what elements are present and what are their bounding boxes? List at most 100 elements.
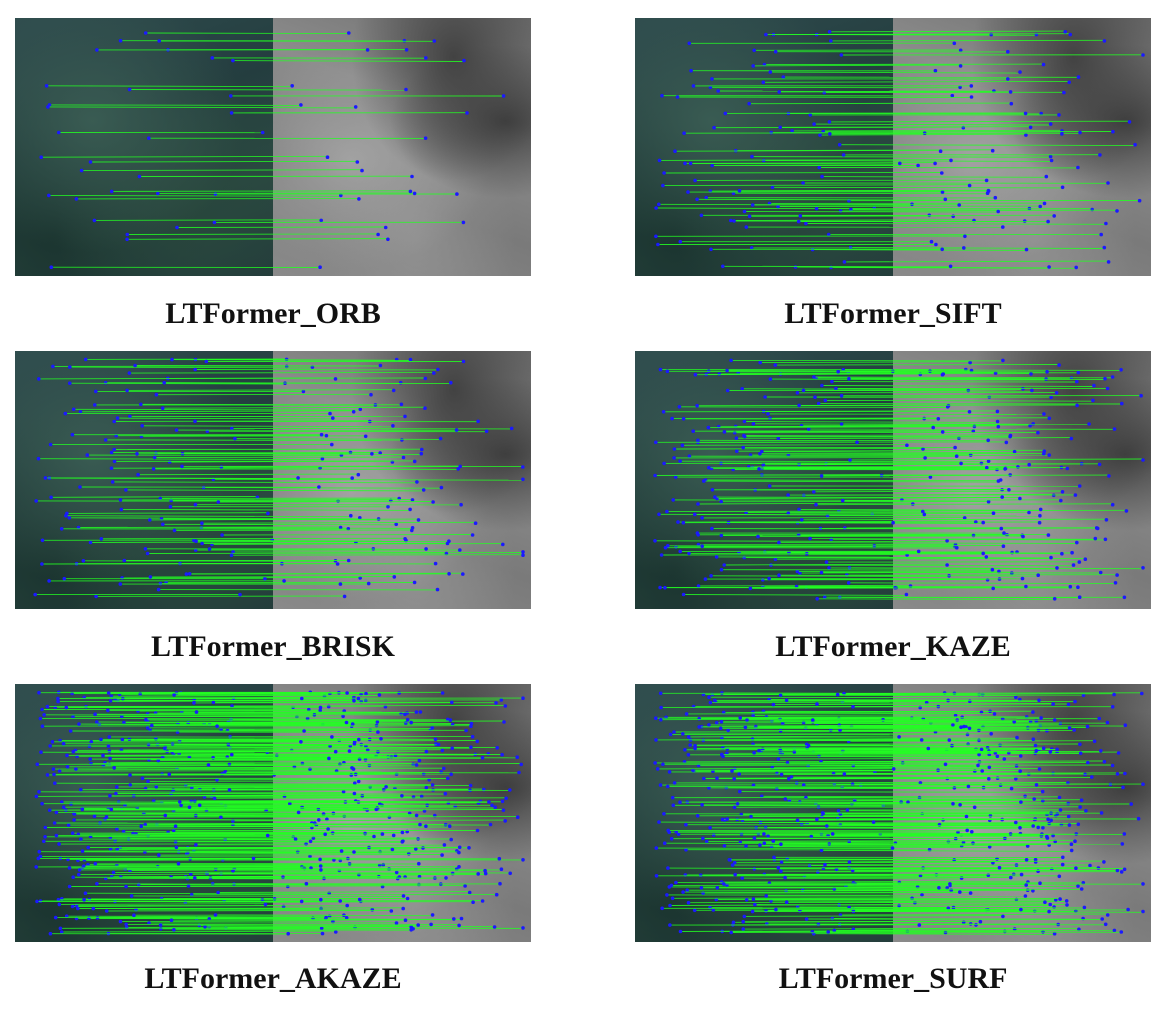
keypoint [1038, 507, 1043, 512]
keypoint [356, 779, 361, 784]
keypoint [92, 814, 97, 818]
keypoint [508, 788, 512, 792]
match-line [231, 427, 512, 430]
keypoint [145, 551, 150, 556]
keypoint [660, 93, 664, 98]
keypoint [442, 843, 447, 847]
keypoint [352, 695, 356, 700]
keypoint [683, 161, 687, 166]
keypoint [148, 518, 152, 522]
keypoint [179, 803, 183, 808]
keypoint [515, 755, 519, 759]
match-line [690, 162, 900, 165]
match-line [674, 448, 924, 450]
match-line [753, 714, 956, 716]
keypoint [986, 499, 991, 504]
keypoint [1115, 573, 1119, 577]
keypoint [470, 734, 475, 739]
match-line [711, 575, 950, 578]
keypoint [341, 714, 345, 719]
keypoint [1111, 129, 1115, 134]
keypoint [461, 359, 466, 364]
keypoint [65, 753, 69, 758]
keypoint [344, 916, 349, 920]
keypoint [80, 849, 85, 853]
keypoint [908, 584, 913, 588]
keypoint [722, 563, 726, 567]
keypoint [120, 737, 125, 742]
keypoint [1077, 560, 1082, 564]
keypoint [1075, 403, 1079, 408]
match-line [800, 214, 1055, 217]
keypoint [678, 800, 682, 804]
keypoint [63, 411, 68, 416]
keypoint [971, 533, 976, 538]
keypoint [440, 853, 444, 857]
keypoint [216, 500, 221, 504]
caption-kaze: LTFormer_KAZE [775, 630, 1011, 663]
keypoint [193, 419, 197, 424]
keypoint [325, 155, 330, 159]
match-line [817, 598, 1055, 601]
keypoint [125, 232, 130, 237]
keypoint [308, 854, 312, 859]
keypoint [671, 803, 676, 808]
keypoint [219, 815, 223, 819]
keypoint [299, 740, 303, 744]
keypoint [1141, 782, 1145, 786]
keypoint [678, 549, 682, 554]
keypoint [1058, 897, 1062, 901]
keypoint [37, 377, 41, 381]
keypoint [971, 841, 975, 845]
keypoint [824, 560, 829, 564]
match-line [813, 490, 1063, 493]
keypoint [768, 377, 773, 381]
keypoint [817, 165, 821, 170]
keypoint [106, 708, 110, 713]
match-line [165, 814, 417, 816]
keypoint [762, 841, 767, 845]
keypoint [725, 368, 729, 373]
keypoint [1110, 763, 1115, 768]
keypoint [57, 769, 62, 773]
keypoint [764, 32, 768, 37]
match-line [664, 172, 942, 174]
keypoint [386, 504, 390, 509]
keypoint [430, 913, 435, 917]
keypoint [193, 876, 197, 880]
keypoint [104, 815, 109, 819]
keypoint [45, 773, 50, 777]
match-line [153, 799, 356, 802]
keypoint [891, 767, 896, 771]
keypoint [1065, 903, 1069, 907]
match-line [801, 424, 1031, 427]
keypoint [655, 767, 660, 771]
keypoint [673, 149, 677, 153]
keypoint [37, 790, 41, 794]
keypoint [1048, 902, 1052, 907]
keypoint [741, 445, 745, 450]
keypoint [521, 926, 525, 930]
match-line [138, 473, 359, 476]
match-line [805, 223, 1106, 225]
keypoint [741, 927, 745, 931]
match-line [127, 238, 388, 240]
keypoint [78, 485, 82, 489]
keypoint [127, 371, 132, 375]
keypoint [189, 872, 193, 876]
keypoint [1054, 391, 1059, 395]
keypoint [663, 585, 667, 590]
keypoint [722, 430, 727, 434]
match-line [171, 876, 400, 878]
keypoint [53, 781, 57, 785]
match-line [833, 772, 1125, 774]
keypoint [475, 739, 480, 744]
keypoint [992, 712, 997, 716]
keypoint [691, 429, 695, 433]
keypoint [146, 779, 150, 784]
match-line [824, 596, 1080, 599]
keypoint [349, 773, 354, 777]
keypoint [211, 756, 215, 760]
keypoint [140, 424, 144, 428]
keypoint [931, 425, 935, 430]
